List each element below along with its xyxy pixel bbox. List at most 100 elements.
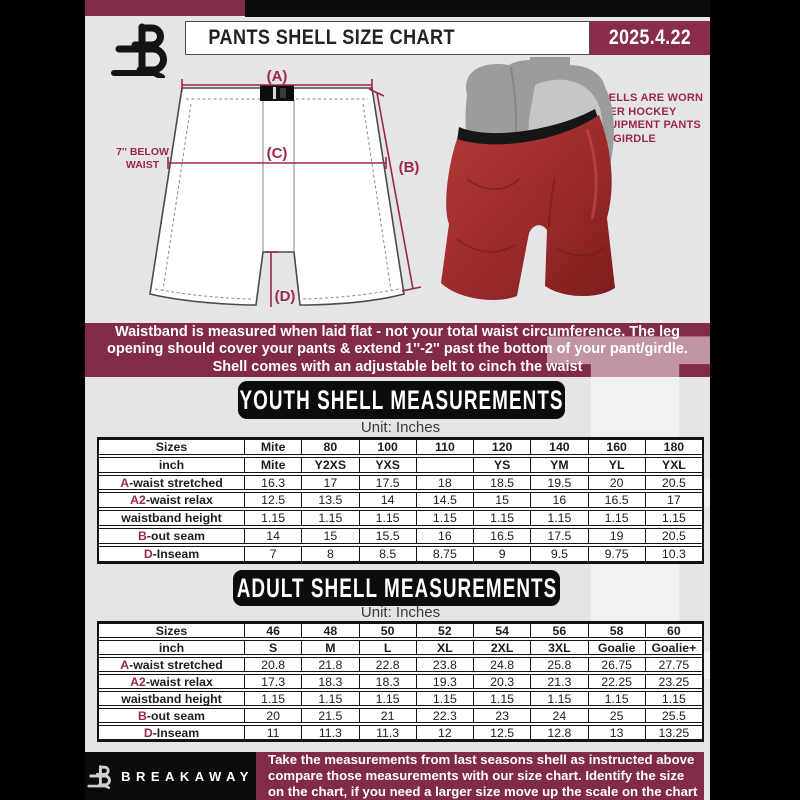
- table-cell: 25.5: [661, 709, 686, 722]
- table-cell: 100: [360, 440, 417, 454]
- brand-logo-icon: [111, 23, 167, 78]
- table-cell: 25.8: [531, 658, 589, 671]
- table-cell: 80: [302, 440, 360, 454]
- table-cell: 1.15: [531, 692, 589, 705]
- table-cell: 21: [360, 709, 417, 722]
- table-cell: 20: [589, 475, 646, 490]
- table-cell: 1.15: [417, 511, 474, 525]
- table-cell: 20: [245, 709, 303, 722]
- table-row: waistband height 1.15 1.15 1.15 1.15 1.15 1.15…: [99, 510, 702, 526]
- table-cell: Sizes: [99, 624, 245, 637]
- diagram-label-d: (D): [275, 288, 296, 305]
- table-cell: YS: [474, 457, 532, 472]
- table-cell: 11.3: [302, 726, 360, 739]
- table-cell: 17.3: [245, 675, 303, 688]
- table-cell: A -waist stretched: [99, 658, 245, 671]
- diagram-label-a: (A): [267, 68, 288, 85]
- shells-worn-note: SHELLS ARE WORN OVER HOCKEY EQUIPMENT PANT…: [593, 92, 704, 145]
- table-cell: 16.3: [245, 475, 303, 490]
- table-cell: YXL: [661, 457, 686, 472]
- table-cell: 56: [531, 624, 589, 637]
- date-badge: 2025.4.22: [590, 21, 710, 55]
- table-cell: 21.8: [302, 658, 360, 671]
- table-cell: S: [245, 641, 303, 654]
- table-cell: 1.15: [417, 692, 474, 705]
- shell-red-body: [441, 115, 615, 300]
- table-cell: 1.15: [589, 511, 646, 525]
- table-cell: 20.5: [661, 475, 686, 490]
- youth-section-heading: YOUTH SHELL MEASUREMENTS: [238, 381, 565, 419]
- table-cell: waistband height: [99, 511, 245, 525]
- table-cell: D -Inseam: [99, 726, 245, 739]
- diagram-label-c: (C): [267, 145, 288, 162]
- row-label-text: -out seam: [146, 528, 205, 543]
- table-cell: 20.3: [474, 675, 532, 688]
- table-cell: 10.3: [661, 546, 686, 561]
- table-cell: B -out seam: [99, 709, 245, 722]
- table-cell: 9.75: [589, 546, 646, 561]
- table-cell: L: [360, 641, 417, 654]
- table-cell: 16: [531, 493, 589, 508]
- table-cell: 22.8: [360, 658, 417, 671]
- row-label-prefix: A: [120, 658, 130, 671]
- adult-heading-text: ADULT SHELL MEASUREMENTS: [236, 572, 557, 603]
- table-cell: 8.75: [417, 546, 474, 561]
- belt-buckle-icon: [260, 85, 294, 101]
- youth-heading-text: YOUTH SHELL MEASUREMENTS: [239, 384, 564, 415]
- row-label-text: waistband height: [121, 692, 222, 705]
- table-row: A -waist stretched 20.8 21.8 22.8 23.8 24.8 25.…: [99, 657, 702, 672]
- table-row: A -waist stretched 16.3 17 17.5 18 18.5 19.5 20 2…: [99, 474, 702, 491]
- adult-section-heading: ADULT SHELL MEASUREMENTS: [233, 570, 560, 606]
- page-title: PANTS SHELL SIZE CHART: [208, 26, 455, 49]
- table-cell: 19.3: [417, 675, 474, 688]
- table-cell: 16.5: [589, 493, 646, 508]
- table-cell: 1.15: [531, 511, 589, 525]
- page-title-box: PANTS SHELL SIZE CHART: [185, 21, 590, 55]
- footer-instructions-text: Take the measurements from last seasons …: [268, 752, 698, 799]
- row-label-prefix: D: [143, 546, 153, 561]
- table-cell: 110: [417, 440, 474, 454]
- table-cell: 1.15: [360, 511, 417, 525]
- table-cell: 20.5: [661, 528, 686, 543]
- table-cell: 180: [663, 440, 685, 454]
- below-waist-label: 7'' BELOW WAIST: [116, 146, 169, 171]
- table-row: B -out seam 14 15 15.5 16 16.5 17.5 19 20.5: [99, 527, 702, 544]
- table-cell: Goalie: [589, 641, 646, 654]
- table-cell: 1.15: [360, 692, 417, 705]
- table-cell: Goalie+: [651, 641, 697, 654]
- row-label-text: -waist stretched: [129, 475, 223, 490]
- footer-brand-logo-icon: [87, 765, 111, 789]
- table-cell: 60: [667, 624, 681, 637]
- table-cell: Sizes: [99, 440, 245, 454]
- table-cell: 14: [245, 528, 303, 543]
- fly-panel-lines: [262, 100, 295, 251]
- table-cell: 12.5: [474, 726, 532, 739]
- table-cell: 24.8: [474, 658, 532, 671]
- table-cell: 12: [417, 726, 474, 739]
- row-label-text: -out seam: [146, 709, 205, 722]
- youth-unit-label: Unit: Inches: [360, 419, 441, 436]
- table-cell: 54: [474, 624, 532, 637]
- table-cell: 1.15: [302, 511, 360, 525]
- table-cell: 18.5: [474, 475, 532, 490]
- table-cell: 8: [302, 546, 360, 561]
- shorts-measurement-diagram: (A) (C) (B) (D): [149, 68, 422, 307]
- table-cell: Mite: [245, 457, 303, 472]
- table-cell: 52: [417, 624, 474, 637]
- row-label-text: -waist stretched: [129, 658, 223, 671]
- row-label-text: -waist relax: [145, 675, 213, 688]
- table-cell: 17: [302, 475, 360, 490]
- table-cell: 23: [474, 709, 532, 722]
- table-cell: M: [302, 641, 360, 654]
- table-cell: 21.5: [302, 709, 360, 722]
- table-cell: 24: [531, 709, 589, 722]
- table-cell: 12.5: [245, 493, 303, 508]
- table-cell: 140: [531, 440, 589, 454]
- table-row: D -Inseam 11 11.3 11.3 12 12.5 12.8 13 13.25: [99, 725, 702, 740]
- table-cell: A2 -waist relax: [99, 493, 245, 508]
- table-row: Sizes 46 48 50 52 54 56 58 60: [99, 623, 702, 638]
- table-cell: 7: [245, 546, 303, 561]
- table-cell: 27.75: [658, 658, 690, 671]
- row-label-prefix: B: [138, 528, 147, 543]
- table-cell: Mite: [245, 440, 303, 454]
